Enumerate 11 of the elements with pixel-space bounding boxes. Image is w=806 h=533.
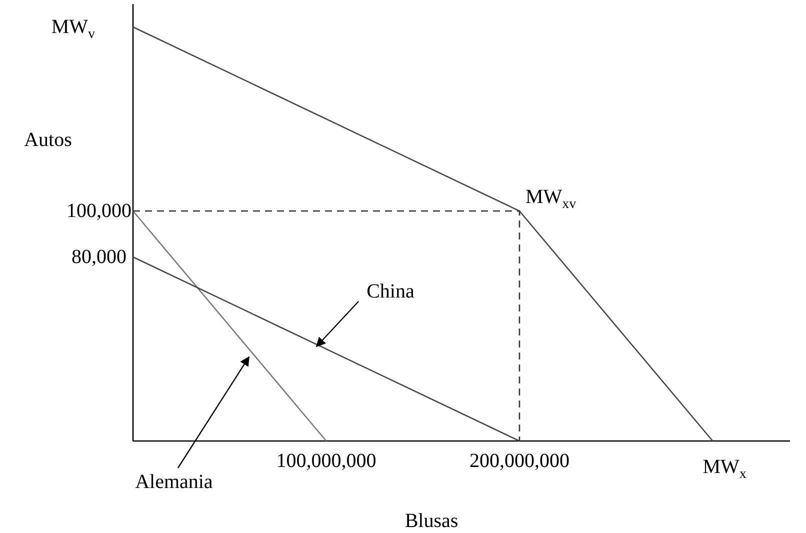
annotation: MW$_{x}$ <box>702 456 746 482</box>
annotation: MW$_{xv}$ <box>525 186 576 212</box>
annotation: MW$_{v}$ <box>51 16 95 42</box>
y-axis-title: Autos <box>24 129 72 151</box>
y-tick-label: 100,000 <box>66 200 132 222</box>
text: China <box>366 280 414 302</box>
text: Alemania <box>135 471 213 493</box>
x-tick-label: 100,000,000 <box>276 450 376 472</box>
x-tick-label: 200,000,000 <box>469 450 570 472</box>
x-axis-title: Blusas <box>404 510 458 532</box>
y-tick-label: 80,000 <box>72 246 126 268</box>
